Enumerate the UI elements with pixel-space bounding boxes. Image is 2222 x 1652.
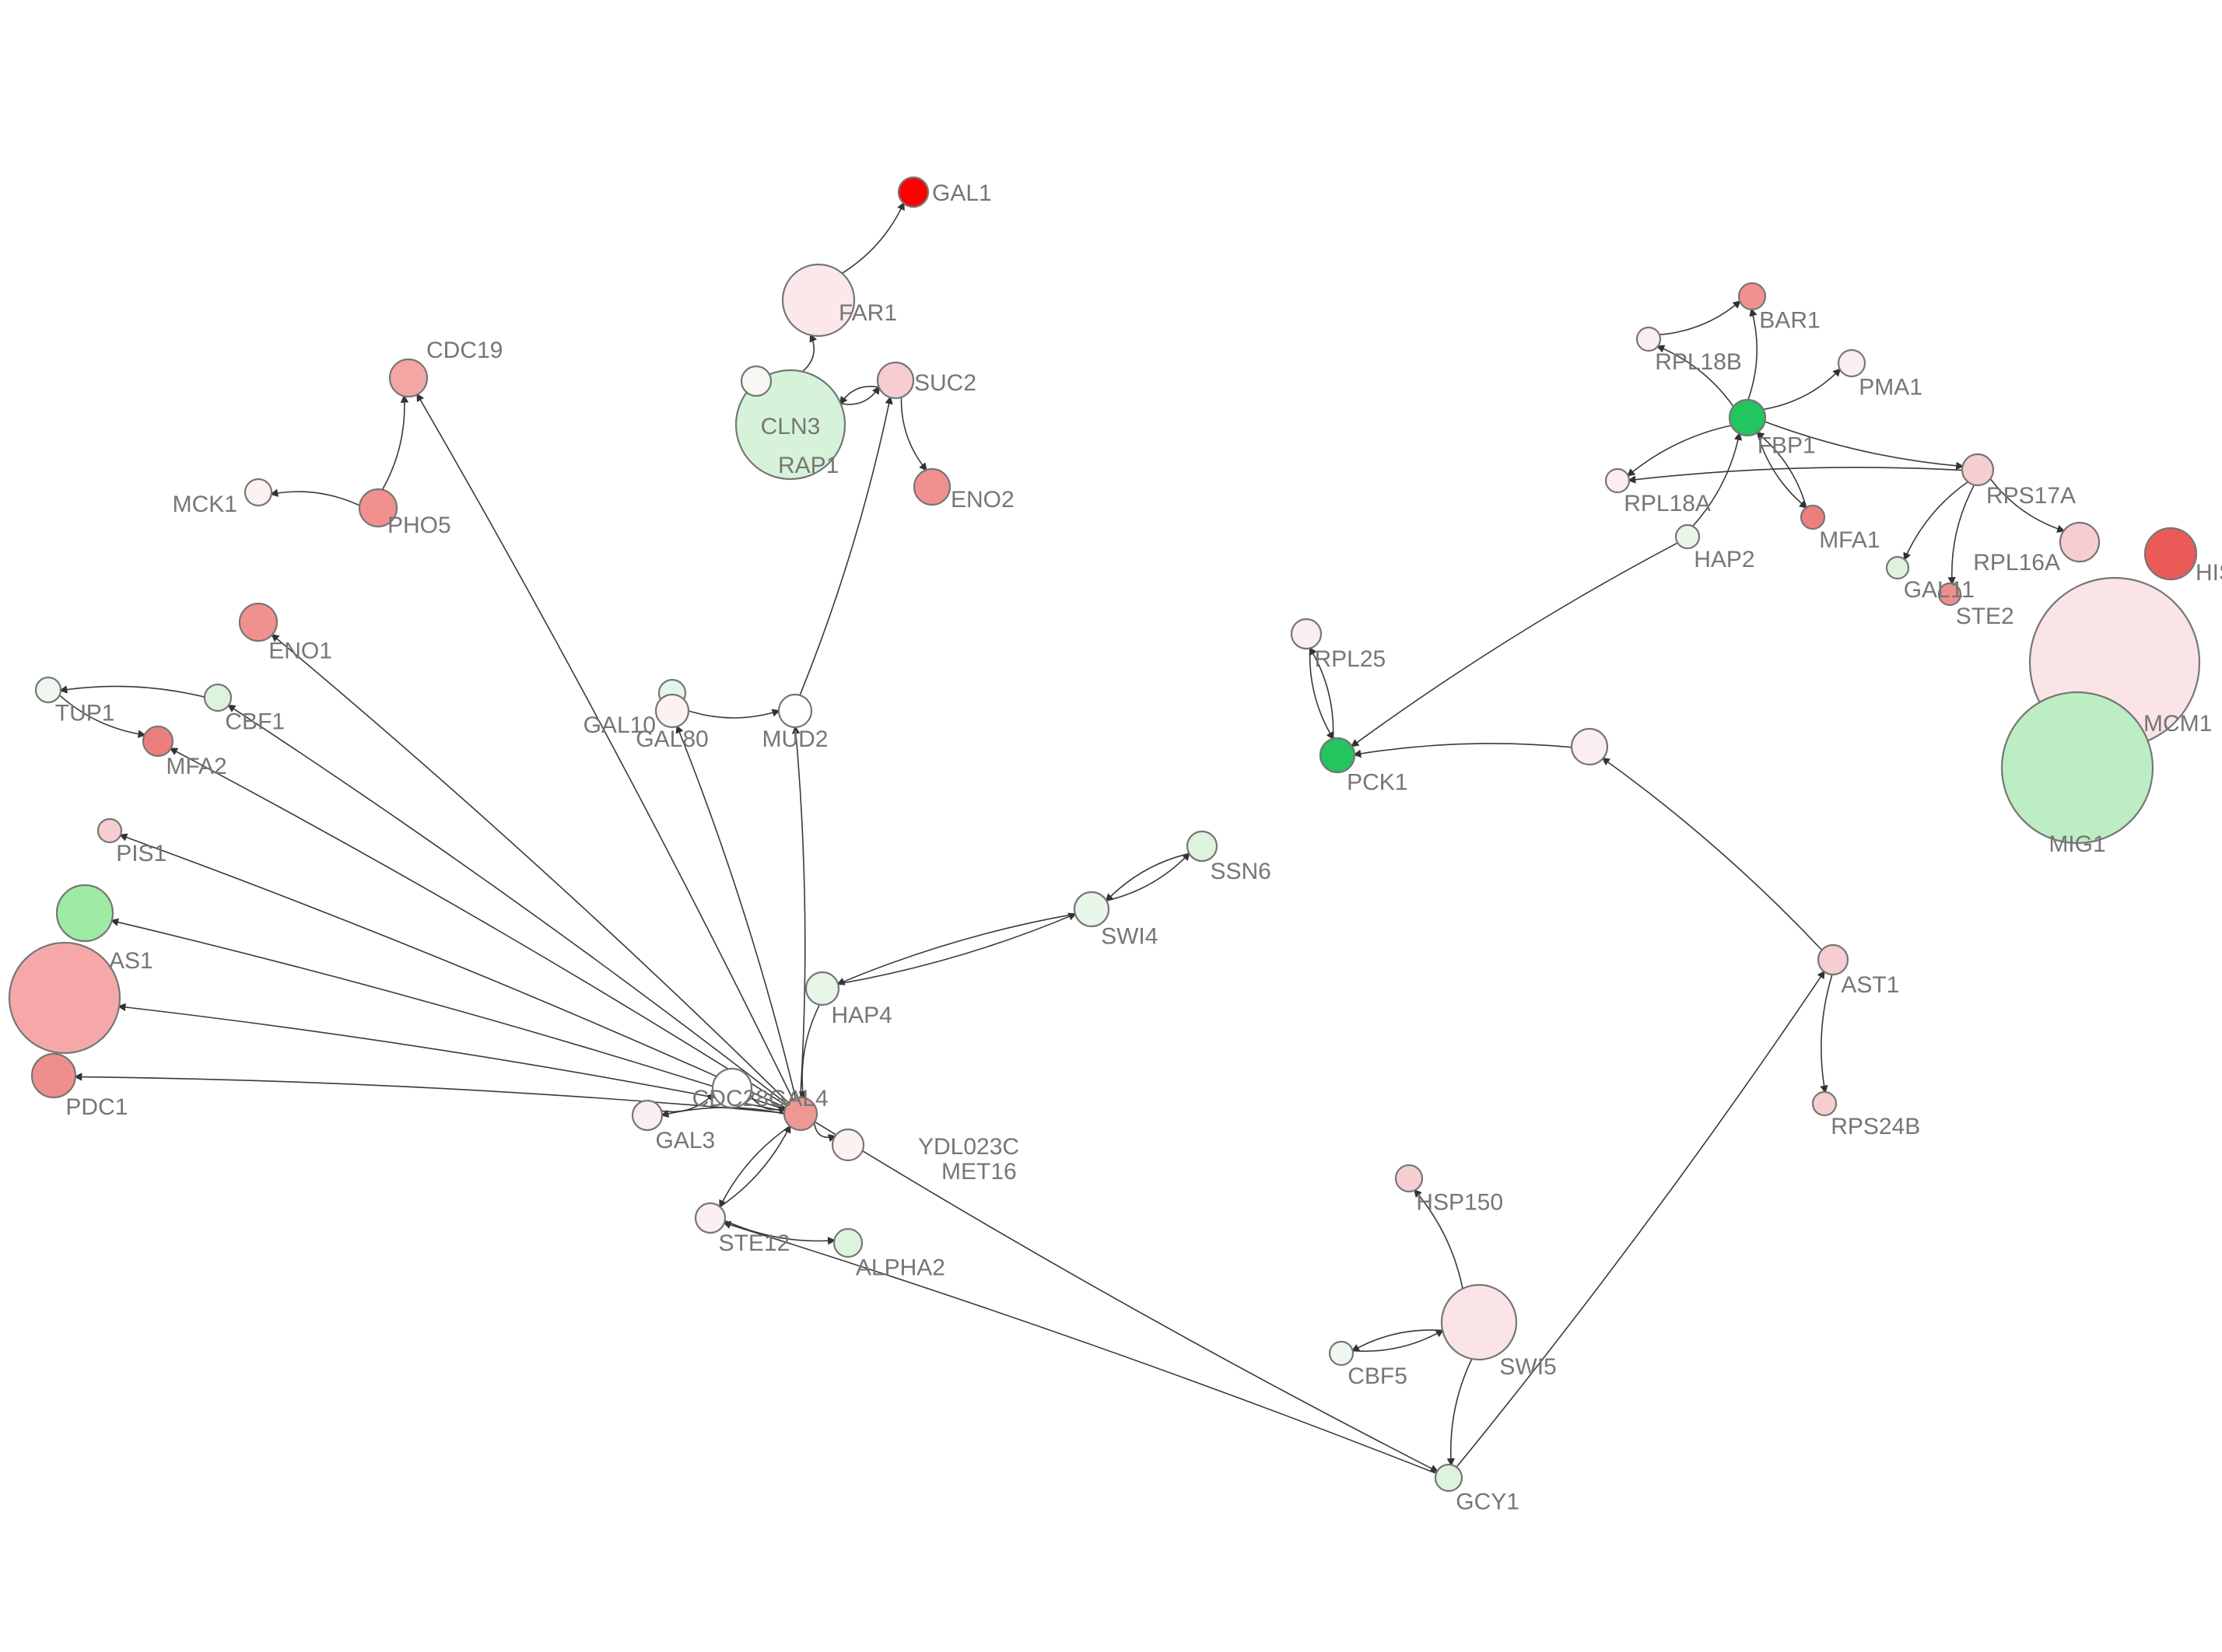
svg-text:RPL25: RPL25 — [1315, 646, 1386, 672]
svg-text:RPL16A: RPL16A — [1973, 550, 2060, 576]
svg-text:GCY1: GCY1 — [1456, 1489, 1519, 1515]
svg-text:CDC19: CDC19 — [426, 338, 503, 363]
svg-text:MET16: MET16 — [941, 1159, 1017, 1185]
svg-text:ALPHA2: ALPHA2 — [856, 1255, 945, 1280]
svg-text:RAP1: RAP1 — [778, 453, 839, 478]
svg-text:MUD2: MUD2 — [762, 726, 828, 752]
svg-text:AS1: AS1 — [109, 948, 153, 974]
svg-text:ENO1: ENO1 — [268, 638, 332, 663]
svg-text:SUC2: SUC2 — [914, 370, 976, 396]
svg-text:STE2: STE2 — [1956, 604, 2014, 629]
svg-text:YDL023C: YDL023C — [918, 1134, 1019, 1160]
svg-text:PMA1: PMA1 — [1859, 374, 1922, 400]
svg-text:MFA1: MFA1 — [1819, 527, 1880, 553]
svg-text:GAL1: GAL1 — [932, 180, 992, 206]
svg-text:PCK1: PCK1 — [1347, 770, 1407, 796]
svg-text:RPS17A: RPS17A — [1986, 483, 2076, 509]
svg-text:MCM1: MCM1 — [2143, 711, 2212, 737]
svg-text:MIG1: MIG1 — [2049, 831, 2105, 857]
svg-text:SSN6: SSN6 — [1211, 859, 1271, 884]
svg-text:PHO5: PHO5 — [387, 513, 451, 538]
svg-text:GAL11: GAL11 — [1904, 577, 1975, 603]
svg-text:MFA2: MFA2 — [166, 754, 226, 779]
svg-text:RPL18B: RPL18B — [1655, 349, 1742, 375]
svg-text:CBF5: CBF5 — [1348, 1363, 1407, 1389]
svg-text:GAL4: GAL4 — [769, 1086, 829, 1111]
svg-text:GAL3: GAL3 — [656, 1128, 716, 1153]
svg-text:HIS4: HIS4 — [2196, 560, 2222, 586]
svg-text:SWI5: SWI5 — [1499, 1354, 1556, 1380]
svg-text:HAP4: HAP4 — [832, 1003, 892, 1028]
svg-text:ENO2: ENO2 — [951, 487, 1015, 513]
svg-text:CLN3: CLN3 — [761, 414, 821, 439]
svg-text:TUP1: TUP1 — [55, 701, 115, 726]
svg-text:BAR1: BAR1 — [1759, 307, 1820, 333]
svg-text:CBF1: CBF1 — [225, 709, 285, 735]
svg-text:STE12: STE12 — [719, 1230, 790, 1256]
svg-text:HAP2: HAP2 — [1694, 547, 1754, 572]
svg-text:MCK1: MCK1 — [173, 492, 237, 517]
svg-text:SWI4: SWI4 — [1101, 924, 1158, 950]
svg-text:HSP150: HSP150 — [1416, 1190, 1503, 1216]
svg-text:FBP1: FBP1 — [1758, 433, 1816, 459]
svg-text:RPL18A: RPL18A — [1624, 491, 1711, 516]
svg-text:AST1: AST1 — [1841, 972, 1899, 998]
svg-text:RPS24B: RPS24B — [1831, 1114, 1920, 1139]
svg-text:PIS1: PIS1 — [116, 841, 166, 866]
svg-text:PDC1: PDC1 — [65, 1094, 128, 1120]
svg-text:CDC28: CDC28 — [692, 1086, 769, 1111]
svg-text:FAR1: FAR1 — [839, 300, 897, 326]
svg-text:GAL80: GAL80 — [636, 726, 708, 752]
